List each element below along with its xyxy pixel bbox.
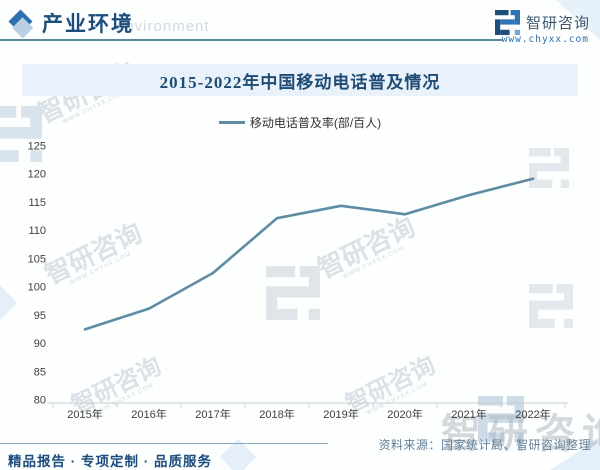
svg-text:85: 85	[34, 366, 46, 378]
svg-text:105: 105	[28, 253, 46, 265]
svg-text:2015年: 2015年	[67, 407, 102, 421]
svg-text:110: 110	[28, 225, 46, 237]
svg-text:2019年: 2019年	[323, 407, 358, 421]
brand-url[interactable]: www.chyxx.com	[501, 34, 589, 45]
brand-logo-icon	[494, 10, 520, 35]
brand-block[interactable]: 智研咨询	[494, 10, 590, 35]
source-note: 资料来源：国家统计局、智研咨询整理	[378, 438, 591, 452]
brand-name: 智研咨询	[525, 15, 590, 32]
svg-text:100: 100	[28, 282, 46, 294]
source-divider	[0, 443, 328, 444]
svg-text:95: 95	[34, 310, 46, 322]
svg-text:2021年: 2021年	[451, 407, 486, 421]
line-chart: 80 85 90 95 100 105 110 115 120 125 2015年 2016年 2017…	[28, 141, 568, 421]
svg-text:120: 120	[28, 169, 46, 181]
svg-text:125: 125	[28, 141, 46, 153]
legend-line-icon	[218, 121, 245, 124]
svg-text:80: 80	[34, 395, 46, 407]
svg-text:2020年: 2020年	[387, 407, 422, 421]
footer-tagline: 精品报告 · 专项定制 · 品质服务	[8, 454, 212, 469]
svg-text:115: 115	[28, 197, 46, 209]
svg-text:90: 90	[34, 338, 46, 350]
section-subtitle: environment	[116, 18, 210, 35]
svg-text:2018年: 2018年	[259, 407, 294, 421]
chart-title-banner: 2015-2022年中国移动电话普及情况	[22, 64, 578, 96]
svg-text:2022年: 2022年	[515, 407, 550, 421]
section-diamond-icon	[8, 9, 33, 34]
svg-text:2016年: 2016年	[131, 407, 166, 421]
chart-legend[interactable]: 移动电话普及率(部/百人)	[0, 114, 600, 131]
legend-label: 移动电话普及率(部/百人)	[249, 116, 382, 130]
svg-text:2017年: 2017年	[195, 407, 230, 421]
chart-title: 2015-2022年中国移动电话普及情况	[159, 72, 441, 92]
header-divider	[0, 39, 503, 41]
section-title: 产业环境	[42, 12, 134, 36]
page-header: 产业环境 environment 智研咨询 www.chyxx.com	[0, 0, 600, 48]
